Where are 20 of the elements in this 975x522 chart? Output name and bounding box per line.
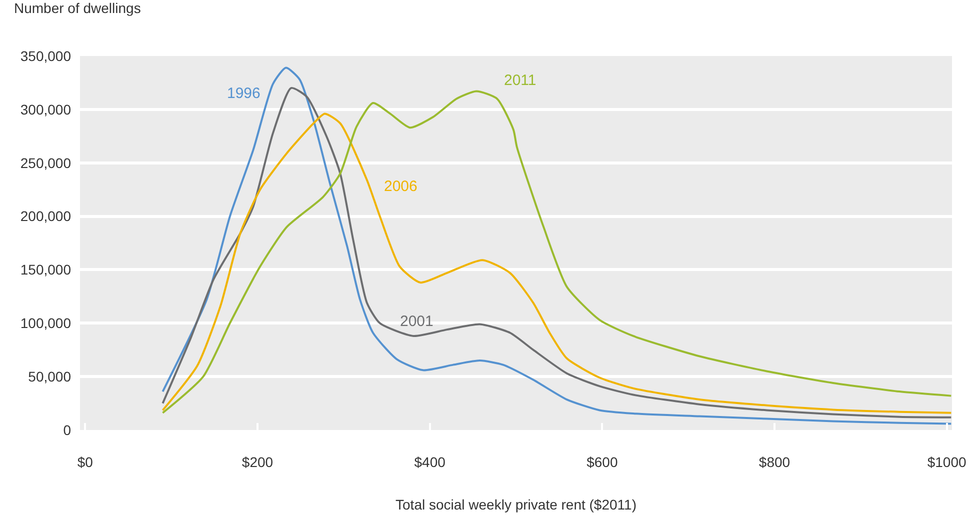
x-axis-title: Total social weekly private rent ($2011) [396,496,636,512]
y-tick-label: 350,000 [20,48,72,64]
y-tick-label: 300,000 [20,101,72,118]
y-tick-label: 150,000 [20,262,72,278]
x-tick-label: $1000 [927,454,967,470]
x-tick-label: $400 [414,454,446,470]
y-tick-label: 0 [63,422,72,438]
x-tick-label: $800 [758,454,790,470]
series-label: 1996 [227,85,260,102]
y-tick-label: 250,000 [20,154,72,171]
series-label: 2001 [400,313,434,330]
series-label: 2011 [504,72,536,89]
y-tick-label: 100,000 [20,315,72,332]
x-tick-label: $0 [77,454,94,470]
series-label: 2006 [384,178,418,195]
x-tick-label: $200 [242,454,274,470]
y-tick-label: 200,000 [20,208,72,224]
x-tick-label: $600 [586,454,618,470]
y-tick-label: 50,000 [28,368,72,384]
y-axis-title: Number of dwellings [14,0,141,16]
